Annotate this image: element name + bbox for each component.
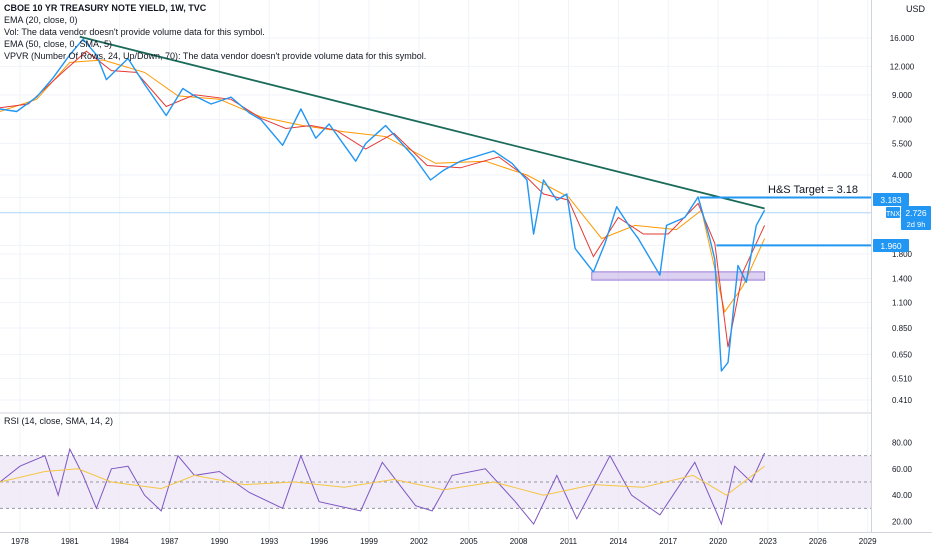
rsi-axis[interactable]: 80.00 60.00 40.00 20.00	[892, 439, 913, 527]
x-tick-label: 1987	[161, 537, 179, 546]
svg-text:1.960: 1.960	[880, 241, 902, 251]
price-line	[0, 38, 766, 372]
x-tick-label: 2014	[609, 537, 627, 546]
chart-title[interactable]: CBOE 10 YR TREASURY NOTE YIELD, 1W, TVC	[4, 3, 207, 13]
y-tick-label: 0.850	[892, 324, 913, 333]
svg-text:TNX: TNX	[886, 211, 900, 218]
rsi-tick-label: 40.00	[892, 491, 913, 500]
main-grid	[0, 0, 871, 412]
indicator-volume[interactable]: Vol: The data vendor doesn't provide vol…	[4, 27, 265, 37]
time-axis[interactable]: 1978 1981 1984 1987 1990 1993 1996 1999 2002 2005…	[11, 537, 877, 546]
x-tick-label: 1984	[111, 537, 129, 546]
x-tick-label: 2026	[809, 537, 827, 546]
x-tick-label: 2023	[759, 537, 777, 546]
y-tick-label: 0.510	[892, 374, 913, 383]
indicator-ema20[interactable]: EMA (20, close, 0)	[4, 15, 78, 25]
symbol-badge: TNX	[886, 207, 900, 218]
support-box[interactable]	[591, 271, 766, 281]
price-axis[interactable]: 16.000 12.000 9.000 7.000 5.500 4.000 1.800 1.4…	[890, 34, 915, 405]
y-tick-label: 5.500	[892, 139, 913, 148]
x-tick-label: 2029	[859, 537, 877, 546]
currency-label: USD	[906, 4, 926, 14]
x-tick-label: 2002	[410, 537, 428, 546]
x-tick-label: 1990	[211, 537, 229, 546]
x-tick-label: 2020	[709, 537, 727, 546]
trendline[interactable]	[79, 35, 765, 210]
y-tick-label: 16.000	[890, 34, 915, 43]
rsi-tick-label: 60.00	[892, 465, 913, 474]
y-tick-label: 0.650	[892, 350, 913, 359]
x-tick-label: 2017	[659, 537, 677, 546]
indicator-vpvr[interactable]: VPVR (Number Of Rows, 24, Up/Down, 70): …	[4, 51, 427, 61]
rsi-tick-label: 80.00	[892, 439, 913, 448]
rsi-title[interactable]: RSI (14, close, SMA, 14, 2)	[4, 416, 114, 426]
rsi-line	[0, 447, 766, 526]
y-tick-label: 9.000	[892, 91, 913, 100]
svg-text:3.183: 3.183	[880, 195, 902, 205]
x-tick-label: 1978	[11, 537, 29, 546]
y-tick-label: 7.000	[892, 116, 913, 125]
x-tick-label: 1993	[260, 537, 278, 546]
y-tick-label: 4.000	[892, 171, 913, 180]
x-tick-label: 1999	[360, 537, 378, 546]
x-tick-label: 1981	[61, 537, 79, 546]
x-tick-label: 2011	[560, 537, 578, 546]
last-price-badge: 2.726 2d 9h	[901, 206, 931, 230]
target-badge: 3.183	[873, 193, 909, 206]
ema20-line	[0, 50, 766, 348]
svg-text:2.726: 2.726	[905, 208, 927, 218]
x-tick-label: 2005	[460, 537, 478, 546]
y-tick-label: 1.400	[892, 275, 913, 284]
neckline-badge: 1.960	[873, 239, 909, 252]
rsi-ma-line	[0, 465, 765, 496]
annotation-text[interactable]: H&S Target = 3.18	[768, 184, 858, 196]
y-tick-label: 0.410	[892, 396, 913, 405]
y-tick-label: 1.800	[892, 250, 913, 259]
y-tick-label: 12.000	[890, 62, 915, 71]
y-tick-label: 1.100	[892, 298, 913, 307]
rsi-tick-label: 20.00	[892, 517, 913, 526]
x-tick-label: 2008	[510, 537, 528, 546]
x-tick-label: 1996	[310, 537, 328, 546]
indicator-ema50[interactable]: EMA (50, close, 0, SMA, 5)	[4, 39, 113, 49]
svg-text:2d 9h: 2d 9h	[907, 220, 926, 229]
